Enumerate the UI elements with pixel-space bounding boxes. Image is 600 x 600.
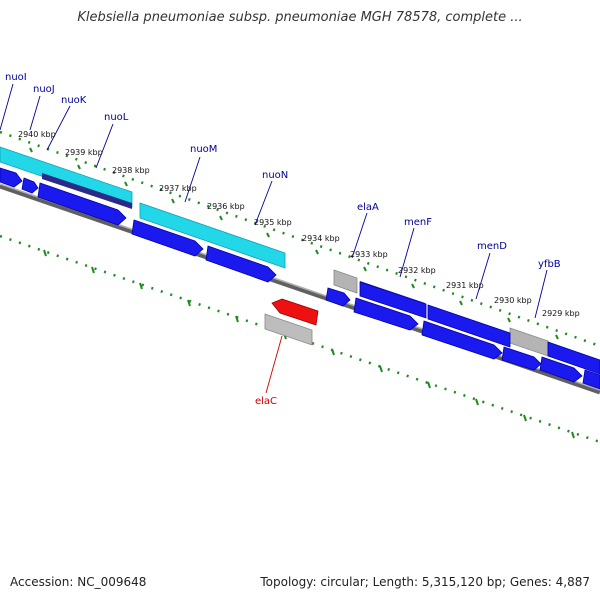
tick-label-2934: 2934 kbp [302, 234, 340, 243]
tick-label-2937: 2937 kbp [159, 184, 197, 193]
gene-arrow-nuoN[interactable] [205, 245, 277, 283]
gene-arrow-menF-upper[interactable] [359, 281, 427, 319]
gene-arrow-menF-lower[interactable] [353, 297, 419, 331]
gene-label-nuoN[interactable]: nuoN [262, 170, 288, 181]
gene-arrow-menD-lower[interactable] [421, 320, 503, 360]
gene-label-yfbB[interactable]: yfbB [538, 259, 561, 270]
tick-label-2936: 2936 kbp [207, 202, 245, 211]
gene-label-nuoL[interactable]: nuoL [104, 112, 129, 123]
gene-arrow-yfbB-lower[interactable] [539, 356, 583, 383]
gene-arrow-yfbB-upper[interactable] [547, 341, 600, 375]
cds-elaC-pseudo[interactable] [264, 313, 313, 346]
tick-label-2935: 2935 kbp [254, 218, 292, 227]
tick-label-2940: 2940 kbp [18, 130, 56, 139]
gene-arrow-nuoM[interactable] [131, 219, 204, 257]
gene-label-elaA[interactable]: elaA [357, 202, 379, 213]
tick-label-2931: 2931 kbp [446, 281, 484, 290]
tick-label-2933: 2933 kbp [350, 250, 388, 259]
gene-arrow-menD-upper[interactable] [427, 304, 511, 348]
gene-label-nuoK[interactable]: nuoK [61, 95, 87, 106]
tick-label-2932: 2932 kbp [398, 266, 436, 275]
gene-arrow-menD-tail[interactable] [501, 346, 542, 371]
map-title: Klebsiella pneumoniae subsp. pneumoniae … [77, 10, 523, 25]
accession-info: Accession: NC_009648 [10, 575, 147, 589]
gene-arrow-yfbB-tail[interactable] [582, 369, 600, 390]
gene-arrow-nuoJ[interactable] [37, 182, 127, 226]
tick-label-2938: 2938 kbp [112, 166, 150, 175]
tick-label-2939: 2939 kbp [65, 148, 103, 157]
cds-elaA-pseudo[interactable] [333, 269, 358, 294]
gene-label-nuoJ[interactable]: nuoJ [33, 84, 55, 95]
gene-label-nuoI[interactable]: nuoI [5, 72, 27, 83]
gene-label-nuoM[interactable]: nuoM [190, 144, 217, 155]
cds-nuo-block-2[interactable] [139, 202, 286, 269]
genome-backbone [0, 183, 600, 395]
gene-label-menF[interactable]: menF [404, 217, 432, 228]
gene-arrow-nuoI-a[interactable] [0, 167, 23, 188]
topology-info: Topology: circular; Length: 5,315,120 bp… [260, 575, 590, 589]
gene-leader-lines [0, 83, 548, 319]
tick-label-2930: 2930 kbp [494, 296, 532, 305]
gene-arrow-elaC[interactable] [271, 298, 319, 326]
tick-label-2929: 2929 kbp [542, 309, 580, 318]
forward-gene-arrows [0, 167, 600, 390]
outer-tick-track [0, 130, 600, 348]
cds-nuo-dark-1[interactable] [42, 173, 132, 209]
outer-major-ticks [29, 147, 559, 340]
gene-arrow-nuoI-b[interactable] [21, 177, 39, 194]
gene-label-menD[interactable]: menD [477, 241, 507, 252]
gene-label-elaC[interactable]: elaC [255, 396, 277, 407]
gene-leader-elaC [265, 335, 283, 394]
gene-arrow-elaA[interactable] [325, 287, 351, 307]
